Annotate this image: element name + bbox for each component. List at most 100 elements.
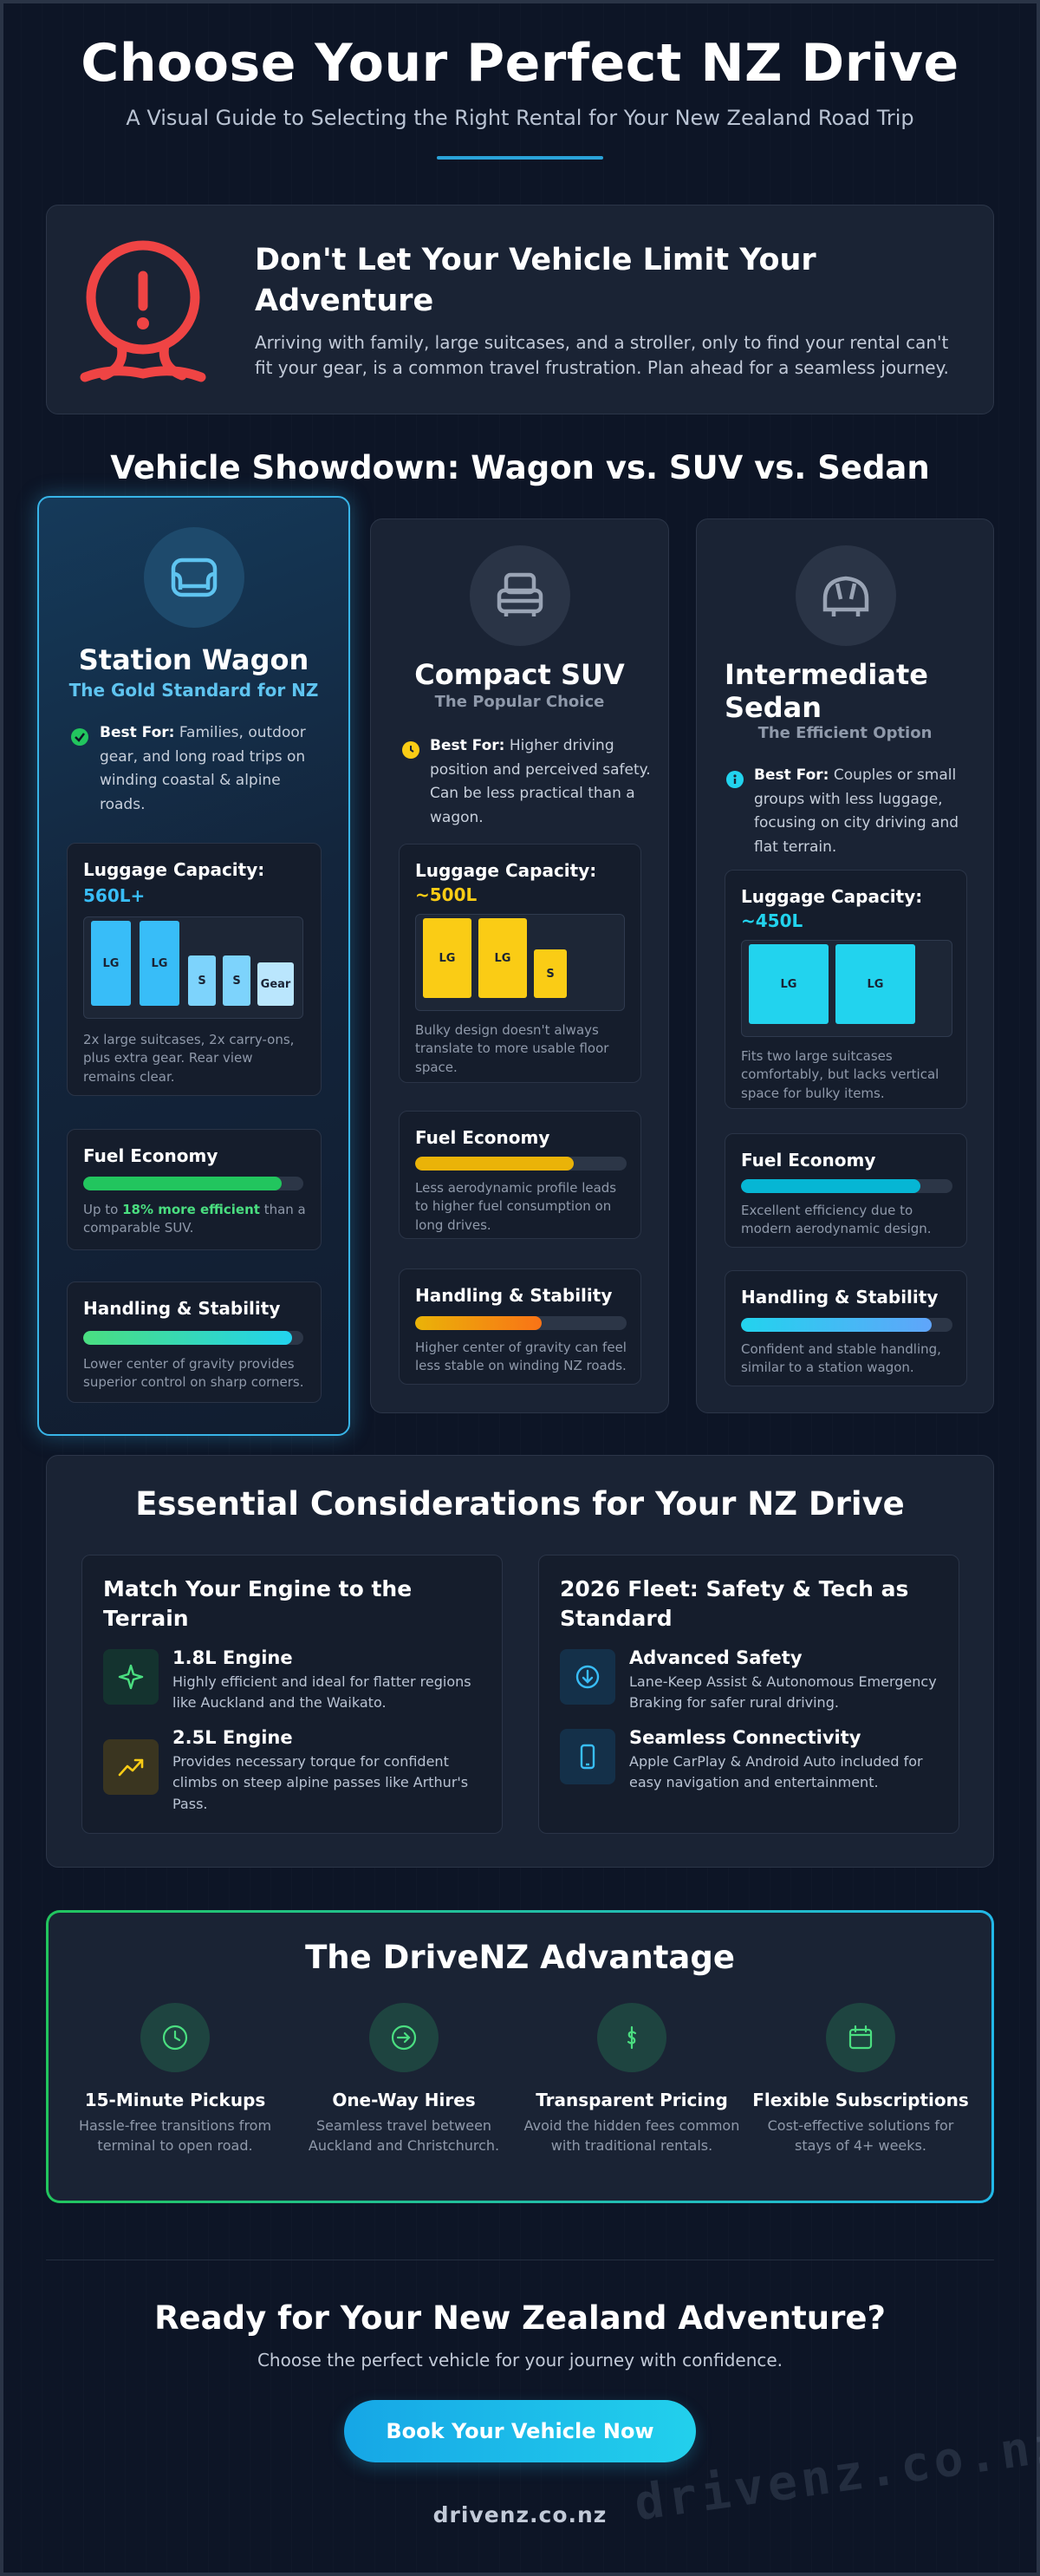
luggage-value: 560L+ <box>83 885 146 906</box>
luggage-title: Luggage Capacity: <box>83 859 265 880</box>
luggage-panel: Luggage Capacity: ~450L LG LG Fits two l… <box>725 870 967 1109</box>
arrow-circle-icon <box>369 2003 439 2072</box>
vehicle-card-wagon[interactable]: Station Wagon The Gold Standard for NZ B… <box>37 496 350 1436</box>
luggage-graphic: LG LG S <box>415 914 625 1011</box>
advantage-title: The DriveNZ Advantage <box>305 1939 735 1976</box>
feature-name: Advanced Safety <box>629 1647 803 1668</box>
handling-panel: Handling & Stability Higher center of gr… <box>399 1268 641 1385</box>
fuel-title: Fuel Economy <box>741 1150 876 1171</box>
cta-title: Ready for Your New Zealand Adventure? <box>154 2299 886 2337</box>
feature-desc: Provides necessary torque for confident … <box>172 1753 469 1812</box>
advantage-desc: Seamless travel between Auckland and Chr… <box>308 2117 500 2155</box>
vehicle-card-suv[interactable]: Compact SUV The Popular Choice Best For:… <box>370 518 669 1413</box>
fuel-bar <box>741 1179 952 1193</box>
best-for-label: Best For: <box>754 766 829 784</box>
best-for-text: Families, outdoor gear, and long road tr… <box>100 724 306 813</box>
advantage-panel: The DriveNZ Advantage 15-Minute Pickups … <box>46 1910 994 2203</box>
page-subtitle: A Visual Guide to Selecting the Right Re… <box>126 106 914 130</box>
fuel-note-highlight: 18% more efficient <box>122 1202 260 1217</box>
handling-note: Lower center of gravity provides superio… <box>83 1356 304 1391</box>
fuel-panel: Fuel Economy Excellent efficiency due to… <box>725 1133 967 1248</box>
fuel-bar-fill <box>741 1179 921 1193</box>
handling-panel: Handling & Stability Lower center of gra… <box>67 1281 322 1403</box>
handling-title: Handling & Stability <box>83 1298 281 1319</box>
cta-text: Choose the perfect vehicle for your jour… <box>257 2350 783 2371</box>
alert-pin-icon <box>78 237 208 384</box>
luggage-note: Bulky design doesn't always translate to… <box>415 1022 609 1075</box>
bag: S <box>534 949 567 998</box>
luggage-graphic: LG LG <box>741 940 952 1037</box>
dollar-icon <box>597 2003 666 2072</box>
handling-bar <box>741 1318 952 1332</box>
check-icon <box>71 728 88 746</box>
fuel-bar-fill <box>83 1177 282 1190</box>
handling-bar-fill <box>415 1316 543 1330</box>
handling-bar-fill <box>83 1331 293 1345</box>
shield-arrow-icon <box>560 1649 615 1705</box>
leaf-spark-icon <box>103 1649 159 1705</box>
bag: LG <box>835 944 915 1024</box>
feature-desc: Apple CarPlay & Android Auto included fo… <box>629 1753 923 1791</box>
vehicle-tagline: The Popular Choice <box>434 693 605 711</box>
luggage-title: Luggage Capacity: <box>415 860 597 881</box>
feature-desc: Highly efficient and ideal for flatter r… <box>172 1673 471 1712</box>
bag: LG <box>749 944 829 1024</box>
fuel-title: Fuel Economy <box>415 1127 550 1148</box>
sedan-icon <box>796 545 896 646</box>
trend-up-icon <box>103 1739 159 1795</box>
alert-panel: Don't Let Your Vehicle Limit Your Advent… <box>46 205 994 414</box>
book-vehicle-button[interactable]: Book Your Vehicle Now <box>344 2400 696 2462</box>
card-title: Match Your Engine to the Terrain <box>103 1576 413 1631</box>
handling-note: Confident and stable handling, similar t… <box>741 1341 941 1376</box>
handling-note: Higher center of gravity can feel less s… <box>415 1340 627 1374</box>
luggage-panel: Luggage Capacity: ~500L LG LG S Bulky de… <box>399 844 641 1083</box>
clock-bullet-icon <box>402 741 419 759</box>
alert-text: Arriving with family, large suitcases, a… <box>255 332 949 378</box>
clock-icon <box>140 2003 210 2072</box>
calendar-icon <box>826 2003 895 2072</box>
advantage-item: Transparent Pricing Avoid the hidden fee… <box>523 2003 740 2155</box>
luggage-value: ~500L <box>415 884 478 905</box>
advantage-name: Flexible Subscriptions <box>752 2090 969 2110</box>
handling-title: Handling & Stability <box>741 1287 939 1308</box>
page-header: Choose Your Perfect NZ Drive A Visual Gu… <box>0 33 1040 160</box>
essentials-panel: Essential Considerations for Your NZ Dri… <box>46 1455 994 1868</box>
advantage-desc: Avoid the hidden fees common with tradit… <box>523 2117 740 2155</box>
bag: LG <box>423 918 471 998</box>
feature-name: 2.5L Engine <box>172 1727 293 1748</box>
advantage-item: One-Way Hires Seamless travel between Au… <box>296 2003 512 2155</box>
card-title: 2026 Fleet: Safety & Tech as Standard <box>560 1576 909 1631</box>
fuel-note: Up to 18% more efficient than a comparab… <box>83 1201 309 1238</box>
handling-bar <box>83 1331 303 1345</box>
best-for: Best For: Families, outdoor gear, and lo… <box>100 721 323 817</box>
engine-card: Match Your Engine to the Terrain 1.8L En… <box>81 1555 503 1834</box>
advantage-inner: The DriveNZ Advantage 15-Minute Pickups … <box>49 1913 991 2201</box>
fuel-note-post: than a comparable SUV. <box>83 1202 306 1236</box>
footer-domain[interactable]: drivenz.co.nz <box>432 2502 608 2527</box>
advantage-name: 15-Minute Pickups <box>84 2090 266 2110</box>
handling-panel: Handling & Stability Confident and stabl… <box>725 1270 967 1386</box>
wagon-icon <box>144 527 244 628</box>
fuel-bar-fill <box>415 1157 574 1171</box>
advantage-desc: Cost-effective solutions for stays of 4+… <box>767 2117 954 2155</box>
best-for-text: Couples or small groups with less luggag… <box>754 766 959 856</box>
luggage-value: ~450L <box>741 910 803 931</box>
vehicle-card-sedan[interactable]: Intermediate Sedan The Efficient Option … <box>696 518 994 1413</box>
luggage-graphic: LG LG S S Gear <box>83 916 303 1019</box>
feature-desc: Lane-Keep Assist & Autonomous Emergency … <box>629 1673 937 1712</box>
vehicle-name: Compact SUV <box>414 658 625 691</box>
luggage-title: Luggage Capacity: <box>741 886 923 907</box>
phone-icon <box>560 1729 615 1784</box>
fleet-card: 2026 Fleet: Safety & Tech as Standard Ad… <box>538 1555 959 1834</box>
fuel-panel: Fuel Economy Up to 18% more efficient th… <box>67 1129 322 1250</box>
header-divider <box>437 156 603 160</box>
best-for: Best For: Higher driving position and pe… <box>430 734 652 830</box>
advantage-item: 15-Minute Pickups Hassle-free transition… <box>67 2003 283 2155</box>
page-title: Choose Your Perfect NZ Drive <box>81 33 959 94</box>
showdown-title: Vehicle Showdown: Wagon vs. SUV vs. Seda… <box>110 449 930 486</box>
fuel-note-pre: Up to <box>83 1202 119 1217</box>
feature-name: Seamless Connectivity <box>629 1727 861 1748</box>
bag: Gear <box>257 962 294 1006</box>
alert-title: Don't Let Your Vehicle Limit Your Advent… <box>255 243 816 318</box>
advantage-desc: Hassle-free transitions from terminal to… <box>78 2117 272 2155</box>
